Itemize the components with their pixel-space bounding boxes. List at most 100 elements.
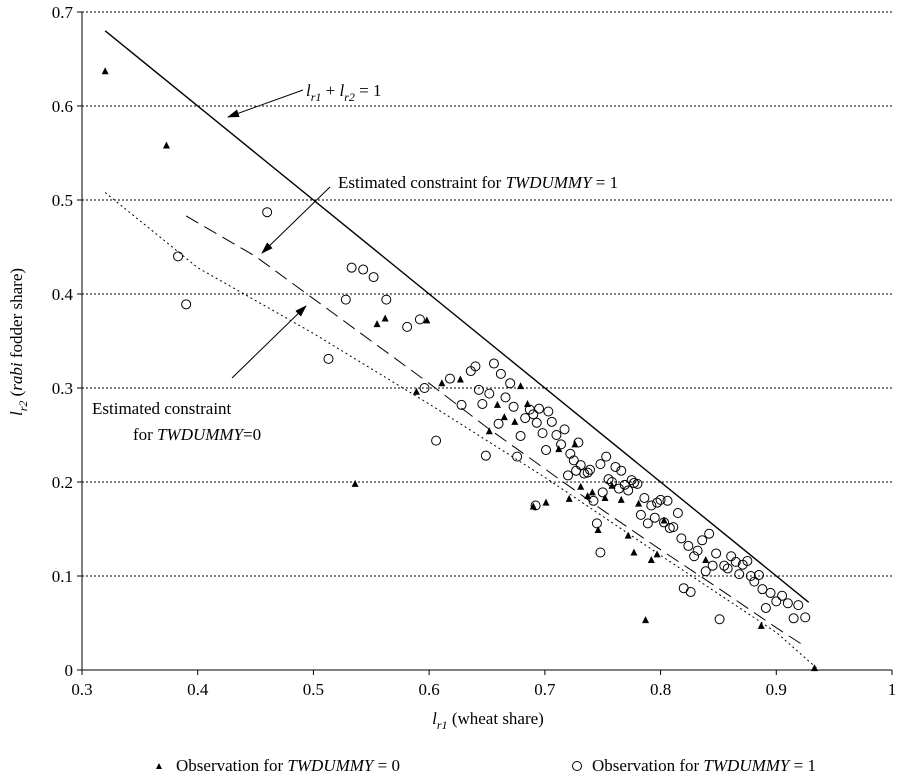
point-twdummy-1-59 bbox=[616, 465, 627, 476]
legend-item-twdummy-1: Observation for TWDUMMY = 1 bbox=[572, 756, 816, 775]
point-twdummy-1-99 bbox=[757, 584, 768, 595]
point-twdummy-1-16 bbox=[470, 361, 481, 372]
point-twdummy-0-18 bbox=[565, 494, 573, 502]
point-twdummy-1-37 bbox=[546, 416, 557, 427]
point-twdummy-1-97 bbox=[749, 576, 760, 587]
svg-text:Estimated constraint for TWDUM: Estimated constraint for TWDUMMY = 1 bbox=[338, 173, 618, 192]
point-twdummy-1-10 bbox=[414, 314, 425, 325]
tick-labels: 0.3 0.4 0.5 0.6 0.7 0.8 0.9 1 0 0.1 0.2 0.3 0.4 0.5 0.… bbox=[52, 3, 897, 699]
point-twdummy-1-33 bbox=[534, 403, 545, 414]
point-twdummy-1-62 bbox=[626, 475, 637, 486]
point-twdummy-0-10 bbox=[493, 400, 501, 408]
point-twdummy-0-13 bbox=[517, 382, 525, 390]
point-twdummy-1-72 bbox=[659, 517, 670, 528]
point-twdummy-0-28 bbox=[630, 548, 638, 556]
point-twdummy-0-33 bbox=[660, 516, 668, 524]
point-twdummy-1-5 bbox=[346, 262, 357, 273]
point-twdummy-1-26 bbox=[508, 401, 519, 412]
point-twdummy-0-20 bbox=[577, 482, 585, 490]
point-twdummy-1-3 bbox=[323, 353, 334, 364]
point-twdummy-1-23 bbox=[495, 368, 506, 379]
point-twdummy-1-102 bbox=[771, 596, 782, 607]
point-twdummy-1-61 bbox=[623, 485, 634, 496]
point-twdummy-1-48 bbox=[582, 467, 593, 478]
point-twdummy-1-66 bbox=[639, 492, 650, 503]
point-twdummy-1-64 bbox=[632, 478, 643, 489]
point-twdummy-1-45 bbox=[573, 437, 584, 448]
point-twdummy-1-21 bbox=[488, 358, 499, 369]
point-twdummy-1-95 bbox=[742, 555, 753, 566]
point-twdummy-1-9 bbox=[402, 321, 413, 332]
legend-circle-marker bbox=[572, 761, 582, 771]
y-tick-label-1: 0.1 bbox=[52, 567, 73, 586]
y-axis-title: lr2 (rabi fodder share) bbox=[7, 268, 30, 416]
point-twdummy-0-3 bbox=[373, 320, 381, 328]
point-twdummy-1-86 bbox=[707, 560, 718, 571]
point-twdummy-0-22 bbox=[588, 488, 596, 496]
point-twdummy-1-38 bbox=[551, 430, 562, 440]
point-twdummy-1-58 bbox=[613, 483, 624, 494]
y-tick-label-6: 0.6 bbox=[52, 97, 73, 116]
legend-item-twdummy-0: Observation for TWDUMMY = 0 bbox=[156, 756, 400, 775]
point-twdummy-1-6 bbox=[358, 264, 369, 275]
point-twdummy-1-43 bbox=[568, 455, 579, 466]
point-twdummy-1-96 bbox=[745, 571, 756, 581]
point-twdummy-1-77 bbox=[676, 533, 687, 544]
point-twdummy-1-60 bbox=[619, 479, 630, 490]
x-tick-label-0: 0.3 bbox=[71, 680, 92, 699]
point-twdummy-0-27 bbox=[624, 531, 632, 539]
point-twdummy-1-81 bbox=[689, 551, 700, 562]
point-twdummy-1-57 bbox=[610, 461, 621, 472]
annotation-twdummy-1: Estimated constraint for TWDUMMY = 1 bbox=[261, 173, 618, 254]
point-twdummy-0-4 bbox=[381, 314, 389, 322]
point-twdummy-1-50 bbox=[588, 495, 599, 506]
point-twdummy-0-5 bbox=[412, 387, 420, 395]
point-twdummy-1-87 bbox=[711, 548, 722, 559]
point-twdummy-1-41 bbox=[563, 470, 573, 481]
point-twdummy-0-2 bbox=[351, 479, 359, 487]
point-twdummy-1-55 bbox=[603, 474, 614, 485]
point-twdummy-0-12 bbox=[511, 417, 519, 425]
point-twdummy-0-8 bbox=[456, 375, 464, 383]
point-twdummy-1-36 bbox=[543, 406, 554, 417]
point-twdummy-1-11 bbox=[419, 383, 430, 393]
point-twdummy-1-105 bbox=[788, 613, 799, 624]
annotation-identity-line: lr1 + lr2 = 1 bbox=[227, 81, 382, 118]
observation-points bbox=[101, 67, 818, 672]
point-twdummy-1-109 bbox=[530, 500, 541, 511]
point-twdummy-0-6 bbox=[423, 316, 431, 324]
y-tick-label-3: 0.3 bbox=[52, 379, 73, 398]
point-twdummy-1-14 bbox=[456, 399, 467, 410]
point-twdummy-0-36 bbox=[810, 664, 818, 672]
point-twdummy-1-52 bbox=[595, 459, 606, 470]
point-twdummy-0-0 bbox=[101, 67, 109, 75]
point-twdummy-1-51 bbox=[591, 518, 602, 529]
point-twdummy-1-24 bbox=[500, 392, 511, 403]
point-twdummy-1-31 bbox=[528, 409, 539, 420]
x-tick-label-6: 0.9 bbox=[766, 680, 787, 699]
point-twdummy-1-27 bbox=[512, 451, 523, 462]
point-twdummy-1-35 bbox=[541, 445, 552, 456]
y-tick-label-0: 0 bbox=[65, 661, 74, 680]
legend-triangle-marker bbox=[156, 763, 162, 769]
point-twdummy-0-26 bbox=[617, 495, 625, 503]
point-twdummy-1-42 bbox=[565, 448, 576, 459]
point-twdummy-1-85 bbox=[704, 528, 715, 539]
point-twdummy-1-13 bbox=[444, 373, 455, 384]
svg-text:Estimated constraint: Estimated constraint bbox=[92, 399, 232, 418]
point-twdummy-1-73 bbox=[662, 495, 673, 506]
svg-text:lr1 + lr2 = 1: lr1 + lr2 = 1 bbox=[306, 81, 382, 104]
point-twdummy-1-34 bbox=[537, 428, 548, 439]
point-twdummy-1-54 bbox=[601, 451, 612, 462]
point-twdummy-0-30 bbox=[642, 616, 650, 624]
point-twdummy-0-21 bbox=[584, 492, 592, 500]
point-twdummy-1-101 bbox=[765, 587, 776, 598]
point-twdummy-1-19 bbox=[480, 450, 491, 461]
point-twdummy-1-7 bbox=[368, 272, 379, 283]
point-twdummy-0-24 bbox=[601, 493, 609, 501]
point-twdummy-1-25 bbox=[505, 378, 516, 389]
point-twdummy-1-22 bbox=[493, 418, 504, 429]
point-twdummy-0-32 bbox=[653, 550, 661, 558]
point-twdummy-1-0 bbox=[173, 251, 184, 262]
y-tick-label-5: 0.5 bbox=[52, 191, 73, 210]
